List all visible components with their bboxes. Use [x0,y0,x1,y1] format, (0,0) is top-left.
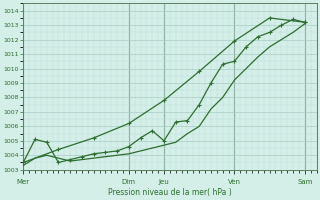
X-axis label: Pression niveau de la mer( hPa ): Pression niveau de la mer( hPa ) [108,188,232,197]
